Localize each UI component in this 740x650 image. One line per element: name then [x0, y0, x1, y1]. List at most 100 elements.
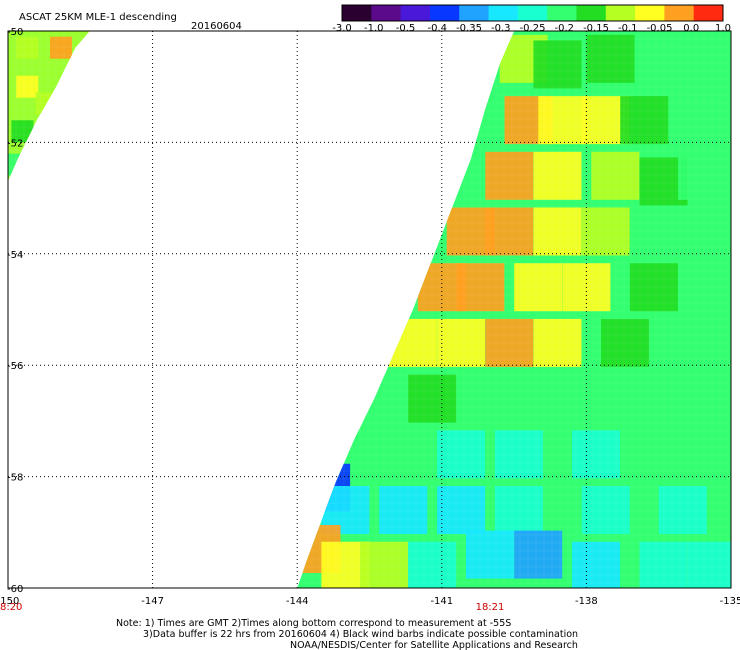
colorbar-swatch	[693, 5, 724, 21]
data-cell	[16, 36, 39, 59]
time-label: 18:20	[0, 602, 22, 613]
colorbar-tick-label: -0.5	[396, 23, 416, 34]
data-cell	[572, 541, 621, 588]
data-cell	[639, 541, 688, 588]
swath-fill	[8, 31, 90, 182]
data-cell	[581, 207, 630, 256]
data-cell	[494, 430, 543, 479]
data-cell	[634, 40, 683, 89]
data-cell	[437, 486, 486, 535]
colorbar-tick-label: -0.2	[554, 23, 574, 34]
colorbar-tick-label: -0.3	[491, 23, 511, 34]
y-tick-label: -56	[7, 361, 23, 372]
data-cell	[572, 430, 621, 479]
data-cell	[687, 541, 731, 588]
data-cell	[668, 96, 717, 145]
data-map	[8, 31, 731, 588]
data-cell	[533, 151, 582, 200]
data-cell	[533, 40, 582, 89]
data-cell	[668, 374, 717, 423]
colorbar-swatch	[400, 5, 431, 21]
data-cell	[11, 120, 34, 143]
time-label: 18:21	[476, 602, 505, 613]
colorbar-swatch	[547, 5, 577, 21]
data-cell	[514, 530, 563, 579]
data-cell	[514, 263, 563, 312]
axes: -150 -147 -144 -141 -138 -135 18:20 18:21 -50 -52…	[0, 27, 740, 613]
data-cell	[668, 318, 717, 367]
colorbar-tick-label: -0.35	[456, 23, 482, 34]
y-tick-label: -58	[7, 473, 23, 484]
data-cell	[437, 430, 486, 479]
data-cell	[8, 153, 29, 176]
data-cell	[591, 151, 640, 200]
credit-line: NOAA/NESDIS/Center for Satellite Applica…	[290, 640, 578, 650]
data-cell	[466, 530, 514, 579]
colorbar-tick-label: -0.25	[520, 23, 546, 34]
x-tick-label: -150	[0, 596, 19, 607]
data-cell	[538, 96, 587, 145]
data-cell	[485, 318, 534, 367]
data-cell	[379, 430, 428, 479]
colorbar-swatch	[517, 5, 548, 21]
x-tick-label: -135	[720, 596, 740, 607]
data-cell	[50, 36, 73, 59]
data-cell	[437, 318, 486, 367]
data-cell	[494, 486, 543, 535]
data-cell	[485, 151, 534, 200]
x-tick-label: -147	[141, 596, 164, 607]
colorbar-frame	[341, 4, 724, 22]
data-cell	[620, 96, 669, 145]
data-cell	[16, 75, 39, 98]
data-cell	[461, 374, 510, 423]
colorbar-swatch	[488, 5, 519, 21]
y-tick-label: -54	[7, 250, 23, 261]
y-tick-label: -60	[7, 584, 23, 595]
data-cell	[629, 207, 678, 256]
colorbar-tick-label: -1.0	[364, 23, 384, 34]
data-cell	[639, 430, 688, 479]
data-cell	[485, 207, 534, 256]
colorbar: -3.0 -1.0 -0.5 -0.4 -0.35 -0.3 -0.25 -0.2 -0.15-…	[332, 4, 731, 34]
data-cell	[658, 486, 707, 535]
colorbar-tick-label: -3.0	[332, 23, 352, 34]
colorbar-swatch	[635, 5, 665, 21]
swath-east	[297, 31, 731, 588]
data-cell	[408, 541, 457, 588]
colorbar-swatch	[459, 5, 490, 21]
data-cell	[379, 486, 428, 535]
data-cell	[533, 318, 582, 367]
colorbar-swatch	[576, 5, 607, 21]
colorbar-tick-label: -0.1	[618, 23, 638, 34]
y-tick-label: -52	[7, 138, 23, 149]
y-tick-label: -50	[7, 27, 23, 38]
data-cell	[678, 34, 727, 83]
note-line-2: 3)Data buffer is 22 hrs from 20160604 4)…	[143, 629, 578, 640]
data-cell	[586, 34, 635, 83]
chart-date: 20160604	[191, 21, 242, 32]
colorbar-tick-label: 0.0	[683, 23, 699, 34]
data-cell	[600, 318, 649, 367]
colorbar-tick-label: -0.15	[583, 23, 609, 34]
data-cell	[533, 374, 582, 423]
x-tick-label: -141	[430, 596, 453, 607]
data-cell	[600, 374, 649, 423]
data-cell	[678, 207, 727, 256]
data-cell	[359, 541, 408, 588]
colorbar-swatch	[605, 5, 636, 21]
data-cell	[533, 207, 582, 256]
data-cell	[408, 374, 457, 423]
x-tick-label: -138	[575, 596, 598, 607]
chart-title: ASCAT 25KM MLE-1 descending	[19, 12, 177, 23]
data-cell	[629, 263, 678, 312]
data-cell	[456, 263, 505, 312]
x-tick-label: -144	[286, 596, 309, 607]
colorbar-swatch	[342, 5, 372, 21]
note-line-1: Note: 1) Times are GMT 2)Times along bot…	[116, 618, 511, 629]
data-cell	[678, 151, 727, 200]
grid-lines	[8, 31, 731, 588]
data-cell	[581, 486, 630, 535]
colorbar-swatch	[429, 5, 460, 21]
colorbar-tick-label: -0.4	[427, 23, 447, 34]
